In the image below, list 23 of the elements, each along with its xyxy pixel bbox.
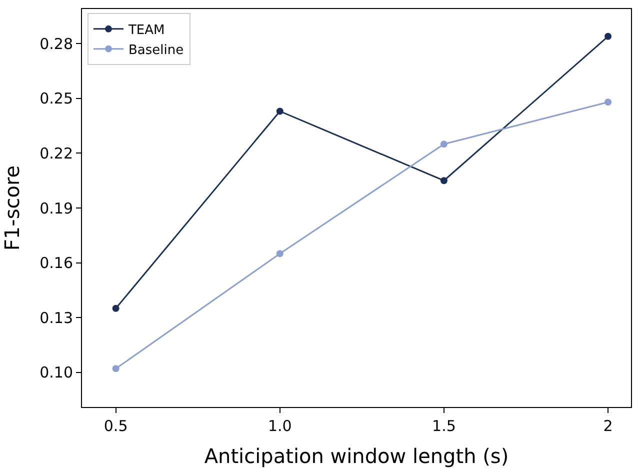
point bbox=[112, 365, 120, 372]
point bbox=[440, 177, 448, 184]
point bbox=[604, 98, 612, 106]
point bbox=[112, 304, 120, 312]
legend-label: Baseline bbox=[128, 42, 184, 58]
x-tick-label: 1.5 bbox=[432, 417, 456, 435]
y-axis-title: F1-score bbox=[0, 165, 24, 251]
y-tick-label: 0.28 bbox=[40, 34, 73, 53]
x-tick-label: 0.5 bbox=[104, 417, 128, 435]
y-tick-label: 0.10 bbox=[40, 364, 73, 382]
y-tick-label: 0.22 bbox=[40, 144, 73, 162]
y-tick-label: 0.13 bbox=[40, 308, 73, 327]
y-tick-label: 0.25 bbox=[40, 90, 73, 108]
x-tick-label: 1.0 bbox=[268, 417, 292, 435]
point bbox=[276, 108, 284, 115]
y-tick-label: 0.19 bbox=[40, 199, 73, 218]
x-tick-label: 2 bbox=[603, 417, 613, 435]
point bbox=[440, 140, 448, 148]
point bbox=[604, 32, 612, 40]
point bbox=[276, 250, 284, 258]
x-axis-title: Anticipation window length (s) bbox=[204, 444, 509, 468]
y-tick-label: 0.16 bbox=[40, 254, 73, 272]
legend-label: TEAM bbox=[127, 23, 165, 38]
